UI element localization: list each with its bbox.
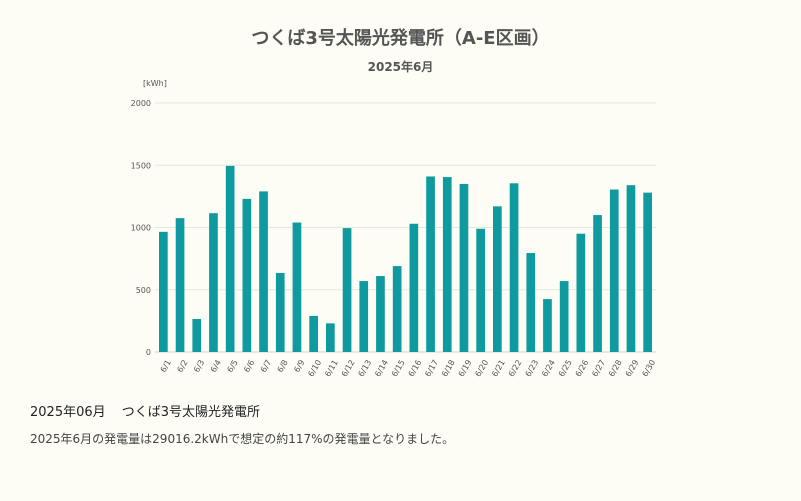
- bar: [509, 183, 519, 352]
- x-tick-label: 6/30: [640, 358, 657, 378]
- summary-text: 2025年6月の発電量は29016.2kWhで想定の約117%の発電量となりまし…: [30, 432, 455, 446]
- x-tick-label: 6/28: [607, 358, 624, 378]
- y-tick-label: 1500: [131, 161, 151, 170]
- x-tick-label: 6/2: [175, 358, 189, 374]
- x-tick-label: 6/15: [390, 358, 407, 378]
- x-tick-label: 6/18: [440, 358, 457, 378]
- chart-title: つくば3号太陽光発電所（A-E区画）: [251, 28, 550, 49]
- bar: [292, 222, 302, 352]
- bar: [609, 189, 619, 352]
- y-axis-ticks: 0 500 1000 1500 2000: [131, 99, 151, 357]
- bar: [543, 299, 552, 352]
- gridlines: [155, 102, 656, 353]
- bar: [326, 323, 335, 352]
- x-tick-label: 6/27: [590, 358, 607, 378]
- bar: [626, 185, 636, 352]
- x-tick-label: 6/3: [192, 358, 206, 374]
- bar: [559, 281, 569, 352]
- bar: [526, 253, 536, 352]
- bar: [225, 165, 235, 352]
- x-tick-label: 6/19: [457, 358, 474, 378]
- bar: [242, 198, 252, 352]
- bar: [459, 183, 469, 352]
- bar: [442, 177, 452, 352]
- bar: [409, 223, 419, 352]
- x-tick-label: 6/4: [209, 358, 223, 374]
- bar: [159, 231, 168, 352]
- x-tick-label: 6/14: [373, 358, 390, 378]
- x-tick-label: 6/16: [407, 358, 424, 378]
- bar: [192, 319, 202, 352]
- y-axis-label: [kWh]: [143, 79, 167, 88]
- y-tick-label: 2000: [131, 99, 151, 108]
- bar: [426, 176, 435, 352]
- x-tick-label: 6/24: [540, 358, 557, 378]
- bar: [275, 272, 285, 352]
- x-tick-label: 6/29: [624, 358, 641, 378]
- bar: [175, 218, 185, 352]
- x-tick-label: 6/9: [292, 358, 306, 374]
- x-tick-label: 6/10: [306, 358, 323, 378]
- bar: [376, 276, 385, 352]
- x-axis-ticks: 6/1 6/2 6/3 6/4 6/5 6/6 6/7 6/8 6/9 6/10 6/11 6/12 6…: [159, 358, 658, 378]
- bar: [643, 192, 652, 352]
- x-tick-label: 6/17: [423, 358, 440, 378]
- x-tick-label: 6/23: [524, 358, 541, 378]
- y-tick-label: 0: [146, 348, 151, 357]
- x-tick-label: 6/26: [574, 358, 591, 378]
- bars: [159, 165, 652, 352]
- summary-heading: 2025年06月 つくば3号太陽光発電所: [30, 401, 260, 420]
- bar: [209, 213, 218, 352]
- x-tick-label: 6/21: [490, 358, 507, 378]
- x-tick-label: 6/11: [323, 358, 340, 378]
- x-tick-label: 6/5: [225, 358, 239, 374]
- bar: [593, 215, 602, 352]
- x-tick-label: 6/25: [557, 358, 574, 378]
- chart-subtitle: 2025年6月: [367, 60, 434, 74]
- bar: [493, 206, 502, 352]
- bar: [259, 191, 268, 352]
- bar: [342, 228, 352, 352]
- x-tick-label: 6/20: [473, 358, 490, 378]
- summary-site: つくば3号太陽光発電所: [121, 405, 261, 420]
- x-tick-label: 6/1: [159, 358, 173, 374]
- x-tick-label: 6/6: [242, 358, 256, 374]
- x-tick-label: 6/22: [507, 358, 524, 378]
- bar: [309, 315, 318, 352]
- y-tick-label: 1000: [131, 224, 151, 233]
- bar: [576, 233, 586, 352]
- x-tick-label: 6/13: [357, 358, 374, 378]
- bar: [359, 281, 369, 352]
- bar: [392, 266, 402, 352]
- x-tick-label: 6/7: [259, 358, 273, 374]
- x-tick-label: 6/12: [340, 358, 357, 378]
- y-tick-label: 500: [136, 286, 151, 295]
- summary-date: 2025年06月: [30, 405, 106, 420]
- bar: [476, 228, 485, 352]
- x-tick-label: 6/8: [276, 358, 290, 374]
